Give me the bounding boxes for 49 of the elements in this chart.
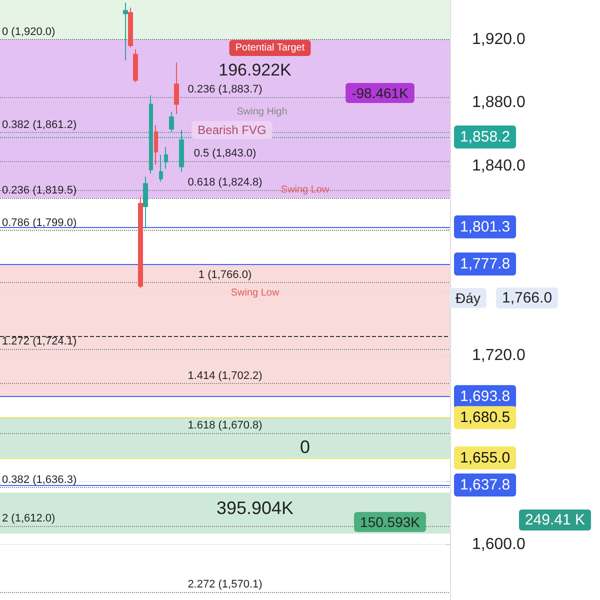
ref-line-label: 0.618 (1,824.8) <box>188 176 262 188</box>
annotation: 150.593K <box>360 514 421 530</box>
candlestick <box>138 196 143 289</box>
candlestick <box>128 7 133 48</box>
ref-line-label: 0.382 (1,861.2) <box>2 118 77 131</box>
ref-line-label: 0.236 (1,883.7) <box>188 83 262 96</box>
ref-line-label: 1,680.5 <box>460 409 510 426</box>
ref-line-label: 1,637.8 <box>460 476 510 494</box>
candlestick <box>133 48 138 83</box>
candlestick <box>169 112 174 132</box>
candlestick <box>154 124 158 166</box>
ref-line-label: 1 (1,766.0) <box>198 269 252 282</box>
candlestick <box>123 2 128 61</box>
ref-line-label: 1.618 (1,670.8) <box>188 419 262 432</box>
ref-line-label: 1,777.8 <box>460 256 510 272</box>
annotation: Bearish FVG <box>198 123 266 137</box>
annotation: Swing Low <box>280 184 330 196</box>
text: 1,766.0 <box>502 290 552 306</box>
annotation: -98.461K <box>352 85 410 101</box>
ref-line-label: 1.414 (1,702.2) <box>188 370 262 382</box>
ref-line-label: 0.5 (1,843.0) <box>194 148 256 160</box>
ref-line-label: 0 (1,920.0) <box>2 26 56 38</box>
candlestick <box>164 146 168 170</box>
annotation: 395.904K <box>216 498 294 518</box>
annotation: Swing High <box>236 106 288 118</box>
ref-line-label: 0.236 (1,819.5) <box>2 184 77 197</box>
text: 249.41 K <box>524 512 586 528</box>
ref-line-label: 1,858.2 <box>460 128 510 146</box>
annotation: Swing Low <box>230 288 280 298</box>
ref-line-label: 1.272 (1,724.1) <box>2 335 77 348</box>
y-tick-label: 1,840.0 <box>472 157 526 174</box>
ref-line-label: 0.786 (1,799.0) <box>2 217 77 230</box>
text: Đáy <box>456 290 480 306</box>
ref-line-label: 2 (1,612.0) <box>2 512 56 524</box>
y-tick-label: 1,600.0 <box>472 536 526 554</box>
candlestick <box>174 62 179 114</box>
ref-line-label: 2.272 (1,570.1) <box>188 578 262 590</box>
ref-line-label: 1,655.0 <box>460 449 510 466</box>
candlestick <box>159 154 163 182</box>
ref-line-label: 0.382 (1,636.3) <box>2 474 77 486</box>
ref-line-label: 1,693.8 <box>460 388 510 406</box>
annotation: Potential Target <box>235 42 305 54</box>
ref-line-label: 1,801.3 <box>460 218 510 236</box>
y-tick-label: 1,720.0 <box>472 346 526 364</box>
y-tick-label: 1,920.0 <box>472 30 526 48</box>
annotation: 196.922K <box>218 60 292 80</box>
annotation: 0 <box>300 437 310 457</box>
y-tick-label: 1,880.0 <box>472 94 526 112</box>
candlestick <box>143 176 148 229</box>
